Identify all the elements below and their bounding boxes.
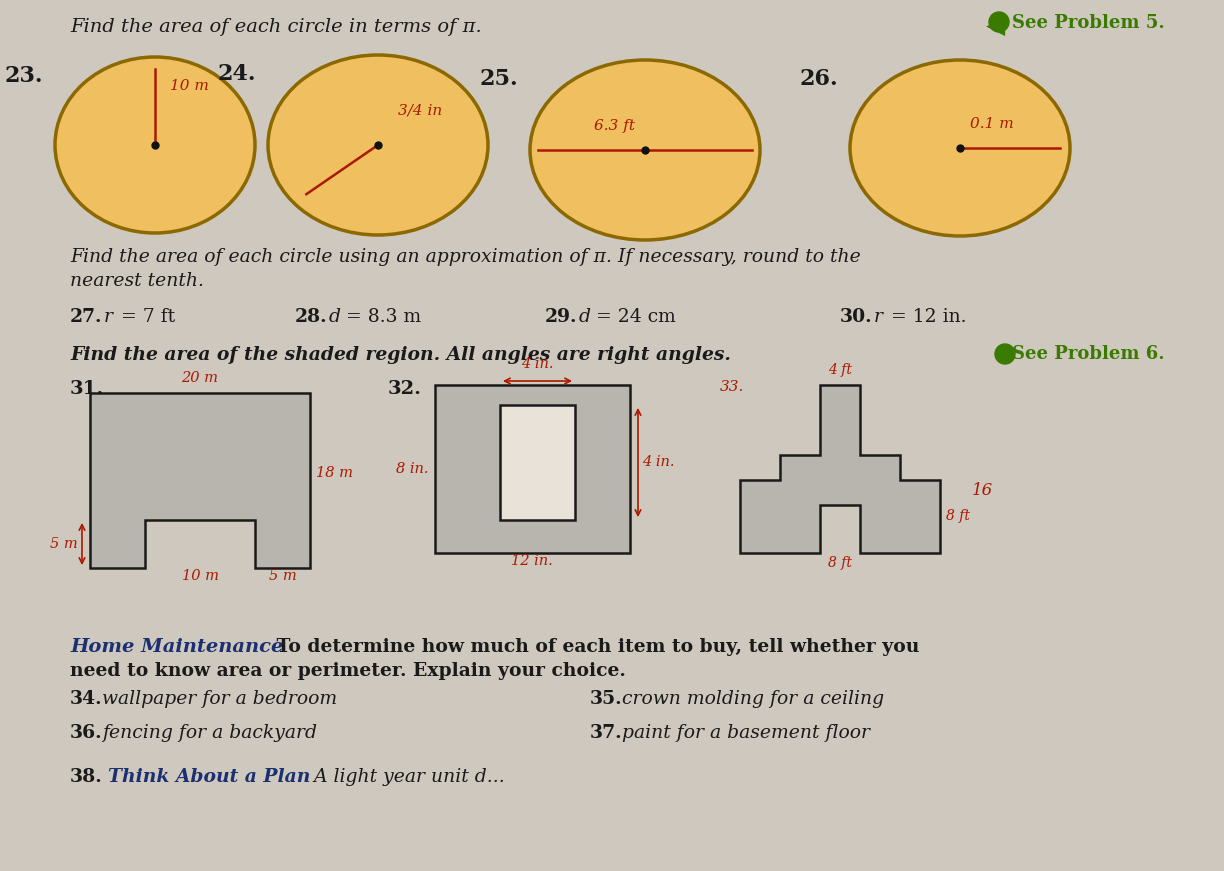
- Ellipse shape: [530, 60, 760, 240]
- Text: 5 m: 5 m: [269, 569, 297, 583]
- Text: Find the area of each circle using an approximation of π. If necessary, round to: Find the area of each circle using an ap…: [70, 248, 860, 266]
- Text: 28.: 28.: [295, 308, 328, 326]
- Text: = 24 cm: = 24 cm: [590, 308, 676, 326]
- Text: = 12 in.: = 12 in.: [885, 308, 967, 326]
- Circle shape: [989, 12, 1009, 32]
- Text: 5 m: 5 m: [50, 537, 78, 551]
- Text: fencing for a backyard: fencing for a backyard: [102, 724, 317, 742]
- Text: 26.: 26.: [799, 68, 838, 90]
- Text: Home Maintenance: Home Maintenance: [70, 638, 284, 656]
- Text: 4 ft: 4 ft: [827, 363, 852, 377]
- Polygon shape: [741, 385, 940, 553]
- Text: A light year unit d...: A light year unit d...: [308, 768, 504, 786]
- Text: 33.: 33.: [720, 380, 744, 394]
- Text: 18 m: 18 m: [316, 466, 353, 480]
- Ellipse shape: [268, 55, 488, 235]
- Text: To determine how much of each item to buy, tell whether you: To determine how much of each item to bu…: [271, 638, 919, 656]
- Text: 10 m: 10 m: [181, 569, 219, 583]
- Text: nearest tenth.: nearest tenth.: [70, 272, 204, 290]
- Text: need to know area or perimeter. Explain your choice.: need to know area or perimeter. Explain …: [70, 662, 625, 680]
- Text: 34.: 34.: [70, 690, 103, 708]
- Text: 20 m: 20 m: [181, 371, 219, 385]
- Text: 12 in.: 12 in.: [512, 554, 553, 568]
- Text: paint for a basement floor: paint for a basement floor: [622, 724, 870, 742]
- Text: 3/4 in: 3/4 in: [398, 104, 442, 118]
- Text: ◀: ◀: [985, 14, 1005, 38]
- Text: See Problem 6.: See Problem 6.: [1012, 345, 1164, 363]
- Text: 35.: 35.: [590, 690, 623, 708]
- Text: = 8.3 m: = 8.3 m: [340, 308, 421, 326]
- Text: 4 in.: 4 in.: [520, 357, 553, 371]
- Text: Think About a Plan: Think About a Plan: [108, 768, 311, 786]
- Text: 24.: 24.: [218, 63, 256, 85]
- Text: d: d: [579, 308, 591, 326]
- Text: crown molding for a ceiling: crown molding for a ceiling: [622, 690, 884, 708]
- Bar: [435, 385, 630, 553]
- Text: 27.: 27.: [70, 308, 103, 326]
- Text: 8 ft: 8 ft: [827, 556, 852, 570]
- Text: d: d: [329, 308, 341, 326]
- Text: 32.: 32.: [388, 380, 422, 398]
- Text: 10 m: 10 m: [170, 79, 209, 93]
- Text: 0.1 m: 0.1 m: [969, 117, 1013, 131]
- Bar: [499, 405, 575, 520]
- Text: Find the area of the shaded region. All angles are right angles.: Find the area of the shaded region. All …: [70, 346, 731, 364]
- Text: 29.: 29.: [545, 308, 578, 326]
- Text: 8 in.: 8 in.: [397, 462, 428, 476]
- Text: = 7 ft: = 7 ft: [115, 308, 175, 326]
- Ellipse shape: [849, 60, 1070, 236]
- Text: 6.3 ft: 6.3 ft: [595, 119, 635, 133]
- Text: 4 in.: 4 in.: [643, 455, 674, 469]
- Text: wallpaper for a bedroom: wallpaper for a bedroom: [102, 690, 337, 708]
- Text: 37.: 37.: [590, 724, 623, 742]
- Ellipse shape: [55, 57, 255, 233]
- Polygon shape: [91, 393, 310, 568]
- Text: 31.: 31.: [70, 380, 104, 398]
- Text: 16: 16: [972, 482, 993, 499]
- Text: 23.: 23.: [5, 65, 43, 87]
- Text: r: r: [874, 308, 883, 326]
- Circle shape: [995, 344, 1015, 364]
- Text: 8 ft: 8 ft: [946, 509, 969, 523]
- Text: 38.: 38.: [70, 768, 103, 786]
- Text: See Problem 5.: See Problem 5.: [1012, 14, 1165, 32]
- Text: r: r: [104, 308, 113, 326]
- Text: 25.: 25.: [480, 68, 518, 90]
- Text: Find the area of each circle in terms of π.: Find the area of each circle in terms of…: [70, 18, 482, 36]
- Text: 30.: 30.: [840, 308, 873, 326]
- Text: 36.: 36.: [70, 724, 103, 742]
